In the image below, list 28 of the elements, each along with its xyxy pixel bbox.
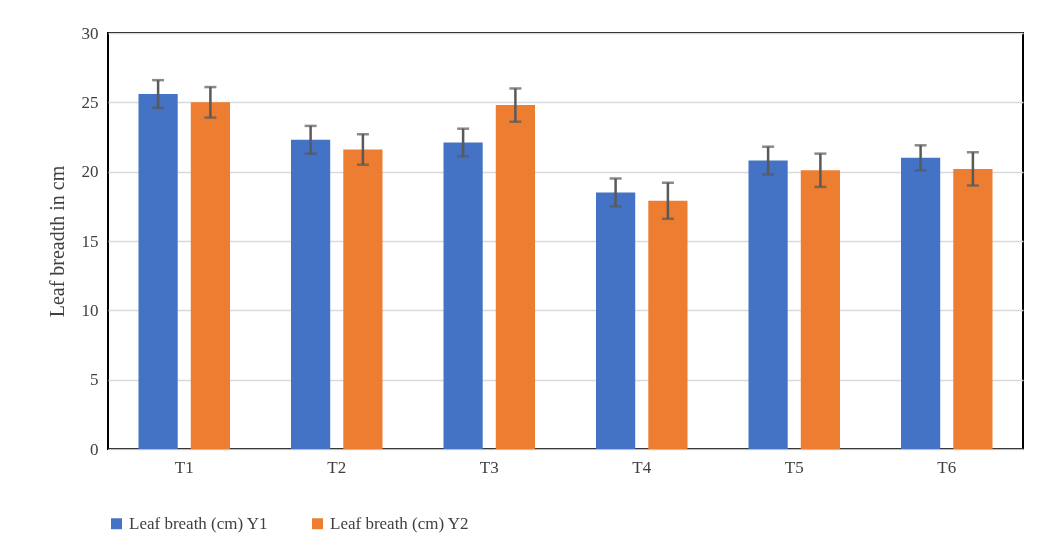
bar bbox=[648, 200, 688, 449]
y-axis-title: Leaf breadth in cm bbox=[45, 165, 68, 318]
y-tick-label: 20 bbox=[81, 162, 99, 182]
legend-label: Leaf breath (cm) Y2 bbox=[330, 513, 469, 533]
bar bbox=[291, 139, 331, 449]
x-tick-label: T1 bbox=[174, 457, 194, 477]
y-tick-label: 10 bbox=[81, 300, 99, 320]
bar bbox=[748, 160, 788, 449]
x-tick-label: T6 bbox=[937, 457, 957, 477]
y-tick-label: 5 bbox=[90, 370, 99, 390]
bar bbox=[138, 94, 178, 449]
bar bbox=[596, 192, 636, 449]
bar bbox=[443, 142, 483, 449]
bar bbox=[800, 170, 840, 449]
y-tick-label: 30 bbox=[81, 23, 99, 43]
y-tick-label: 0 bbox=[90, 439, 99, 459]
legend-label: Leaf breath (cm) Y1 bbox=[129, 513, 268, 533]
bar bbox=[495, 105, 535, 449]
y-tick-label: 15 bbox=[81, 231, 99, 251]
bar bbox=[343, 149, 383, 449]
y-tick-label: 25 bbox=[81, 92, 99, 112]
x-tick-label: T5 bbox=[784, 457, 804, 477]
x-tick-label: T4 bbox=[632, 457, 652, 477]
x-tick-label: T2 bbox=[327, 457, 347, 477]
x-tick-label: T3 bbox=[479, 457, 499, 477]
bar bbox=[901, 157, 941, 449]
bar bbox=[953, 168, 993, 449]
bar bbox=[190, 102, 230, 449]
